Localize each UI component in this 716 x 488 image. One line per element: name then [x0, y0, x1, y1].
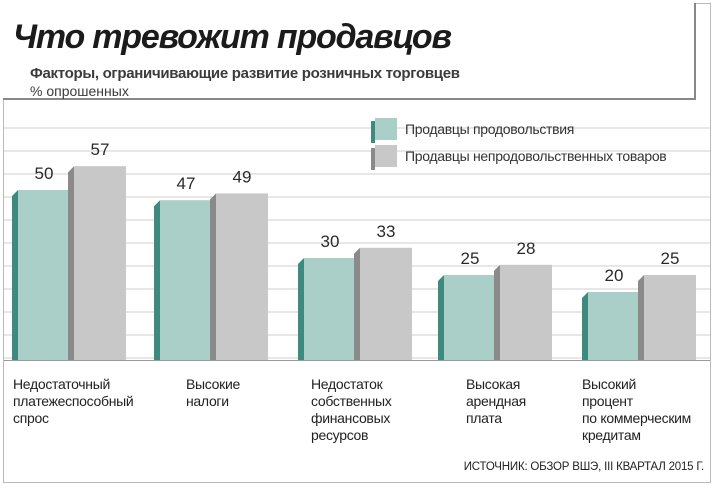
unit-label: % опрошенных: [30, 83, 129, 99]
data-label: 25: [661, 249, 680, 268]
bar: [360, 247, 412, 360]
bar: [216, 193, 268, 360]
bar: [588, 292, 640, 360]
bar-side: [154, 200, 160, 360]
data-label: 25: [461, 249, 480, 268]
bar-side: [298, 258, 304, 360]
data-label: 30: [321, 232, 340, 251]
category-label: Недостаток собственных финансовых ресурсов: [311, 376, 392, 443]
data-label: 49: [233, 167, 252, 186]
data-label: 28: [517, 239, 536, 258]
source-note: ИСТОЧНИК: ОБЗОР ВШЭ, III КВАРТАЛ 2015 Г.: [463, 461, 704, 473]
bar-side: [68, 166, 74, 360]
bar: [160, 200, 212, 360]
data-label: 47: [177, 174, 196, 193]
bar-side: [438, 275, 444, 360]
legend-swatch-food: [371, 118, 397, 143]
legend-item-nonfood: Продавцы непродовольственных товаров: [371, 145, 667, 170]
bar-side: [494, 264, 500, 360]
chart-subtitle: Факторы, ограничивающие развитие розничн…: [30, 65, 460, 82]
data-label: 20: [605, 266, 624, 285]
bar: [74, 166, 126, 360]
bar-side: [582, 292, 588, 360]
bar: [18, 190, 70, 360]
bar: [444, 275, 496, 360]
bar-side: [354, 247, 360, 360]
category-label: Недостаточный платежеспособный спрос: [13, 376, 134, 426]
data-label: 33: [377, 222, 396, 241]
legend-label-food: Продавцы продовольствия: [405, 121, 575, 137]
legend-item-food: Продавцы продовольствия: [371, 118, 575, 143]
bar-side: [210, 193, 216, 360]
bar-side: [638, 275, 644, 360]
legend-label-nonfood: Продавцы непродовольственных товаров: [405, 148, 667, 164]
data-label: 50: [35, 164, 54, 183]
category-label: Высокая арендная плата: [466, 376, 526, 426]
chart-title: Что тревожит продавцов: [13, 18, 452, 56]
data-label: 57: [91, 140, 110, 159]
category-label: Высокие налоги: [186, 376, 240, 409]
bar: [304, 258, 356, 360]
bar-side: [12, 190, 18, 360]
legend-swatch-nonfood: [371, 145, 397, 170]
category-label: Высокий процент по коммерческим кредитам: [582, 376, 691, 443]
bar: [500, 264, 552, 360]
title-box: Что тревожит продавцов Факторы, ограничи…: [3, 3, 696, 100]
bar: [644, 275, 696, 360]
